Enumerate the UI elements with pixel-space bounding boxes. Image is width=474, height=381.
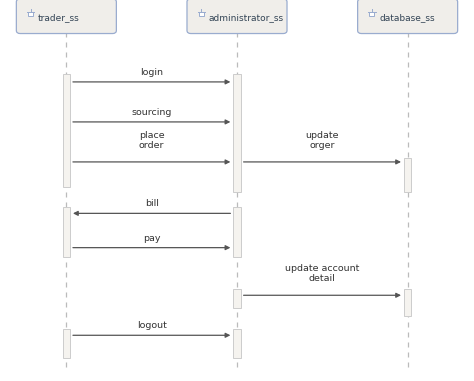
Text: update
orger: update orger	[306, 131, 339, 150]
Bar	[369, 13, 374, 16]
Bar	[63, 329, 70, 358]
Text: update account
detail: update account detail	[285, 264, 359, 283]
Text: bill: bill	[145, 199, 159, 208]
Text: pay: pay	[143, 234, 160, 243]
Bar	[63, 207, 70, 257]
Bar	[199, 13, 204, 16]
Bar	[404, 158, 411, 192]
FancyBboxPatch shape	[357, 0, 457, 34]
Bar	[233, 207, 241, 257]
Bar	[28, 13, 33, 16]
Text: database_ss: database_ss	[379, 13, 435, 22]
Bar	[63, 74, 70, 187]
Bar	[404, 289, 411, 316]
Text: trader_ss: trader_ss	[38, 13, 80, 22]
Bar	[233, 289, 241, 308]
Bar	[233, 74, 241, 192]
Text: administrator_ss: administrator_ss	[209, 13, 284, 22]
Text: login: login	[140, 68, 163, 77]
Text: sourcing: sourcing	[131, 108, 172, 117]
Text: logout: logout	[137, 321, 167, 330]
FancyBboxPatch shape	[17, 0, 117, 34]
Text: place
order: place order	[139, 131, 164, 150]
Bar	[233, 329, 241, 358]
FancyBboxPatch shape	[187, 0, 287, 34]
